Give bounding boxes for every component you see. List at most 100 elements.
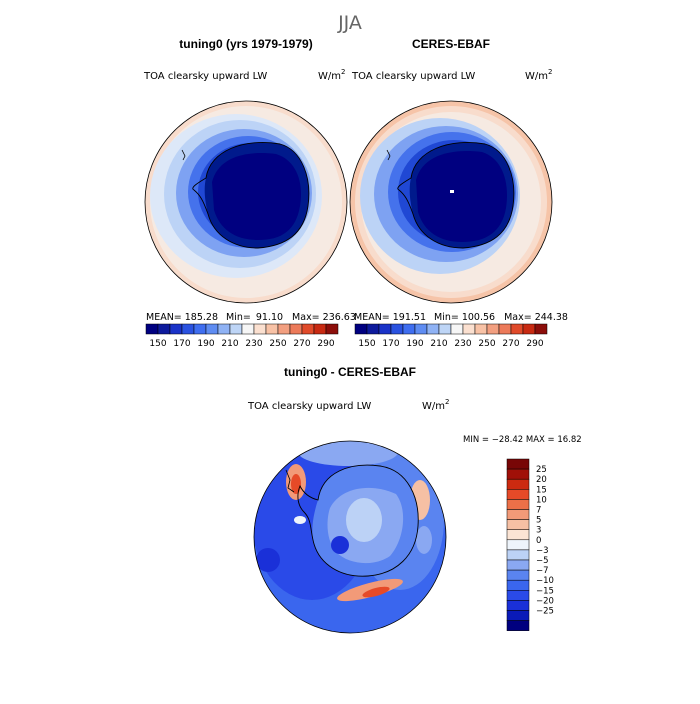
colorbar-bin	[241, 323, 255, 335]
colorbar-bin	[414, 323, 428, 335]
map-boundary	[253, 440, 447, 634]
units-exp: 2	[341, 68, 345, 76]
colorbar-bin	[450, 323, 464, 335]
panel-units: W/m2	[318, 68, 345, 82]
colorbar-bin	[313, 323, 327, 335]
colorbar-bin	[534, 323, 548, 335]
panel-units: W/m2	[525, 68, 552, 82]
panel-obs: CERES-EBAF TOA clearsky upward LW W/m2 M…	[349, 37, 568, 349]
panel-title: tuning0 (yrs 1979-1979)	[179, 37, 312, 51]
colorbar-bin	[498, 323, 512, 335]
minmax-text: MIN = −28.42 MAX = 16.82	[463, 435, 582, 445]
map-boundary	[144, 100, 348, 304]
stats-mean-label: MEAN=	[354, 312, 390, 323]
colorbar-tick-label: 25	[536, 465, 547, 475]
colorbar-bin	[390, 323, 404, 335]
colorbar-tick-label: 290	[526, 339, 543, 349]
colorbar-tick-label: −5	[536, 556, 549, 566]
colorbar-bin	[506, 549, 530, 561]
colorbar-tick-label: 0	[536, 536, 541, 546]
colorbar-tick-label: 210	[430, 339, 447, 349]
colorbar-tick-label: 170	[382, 339, 399, 349]
colorbar-bin	[426, 323, 440, 335]
panel-model: tuning0 (yrs 1979-1979) TOA clearsky upw…	[143, 37, 356, 349]
colorbar-tick-label: 230	[454, 339, 471, 349]
polar-map	[145, 101, 347, 303]
colorbar-bin	[402, 323, 416, 335]
colorbar-bin	[506, 519, 530, 530]
colorbar-bin	[506, 478, 530, 490]
colorbar-bin	[506, 529, 530, 541]
colorbar-tick-label: −15	[536, 586, 554, 596]
units-exp: 2	[445, 398, 449, 406]
colorbar-bin	[506, 539, 530, 551]
figure-title: JJA	[337, 12, 362, 34]
colorbar-bin	[486, 323, 500, 335]
colorbar-bin	[506, 600, 530, 611]
panel-subtitle: TOA clearsky upward LW	[247, 401, 371, 412]
colorbar-bin	[506, 579, 530, 591]
panel-title: CERES-EBAF	[412, 37, 490, 51]
panel-subtitle: TOA clearsky upward LW	[143, 71, 267, 82]
units-base: W/m	[422, 401, 445, 412]
colorbar-tick-label: −25	[536, 607, 554, 617]
units-base: W/m	[318, 71, 341, 82]
stats-min: 100.56	[462, 312, 495, 323]
units-exp: 2	[548, 68, 552, 76]
colorbar-bin	[301, 323, 315, 335]
colorbar-bin	[277, 323, 291, 335]
colorbar-bin	[229, 323, 243, 335]
colorbar-bin	[205, 323, 219, 335]
colorbar-bin	[506, 569, 530, 581]
stats-mean: 191.51	[393, 312, 426, 323]
colorbar-tick-label: −7	[536, 566, 549, 576]
colorbar-bin	[506, 610, 530, 621]
colorbar-bin	[169, 323, 183, 335]
colorbar-bin	[506, 590, 530, 601]
colorbar-tick-label: 250	[478, 339, 495, 349]
colorbar-tick-label: 270	[502, 339, 519, 349]
colorbar-tick-label: 7	[536, 506, 541, 516]
colorbar-tick-label: −20	[536, 596, 554, 606]
colorbar-bin	[522, 323, 536, 335]
colorbar-bin	[506, 489, 530, 500]
colorbar-tick-label: 150	[358, 339, 375, 349]
stats-mean: 185.28	[185, 312, 218, 323]
colorbar-bin	[181, 323, 195, 335]
map-boundary	[349, 100, 553, 304]
colorbar-bin	[378, 323, 392, 335]
colorbar-bin	[289, 323, 303, 335]
colorbar-bin	[506, 509, 530, 520]
colorbar-bin	[366, 323, 380, 335]
colorbar-tick-label: 230	[245, 339, 262, 349]
panel-subtitle: TOA clearsky upward LW	[351, 71, 475, 82]
units-base: W/m	[525, 71, 548, 82]
colorbar-tick-label: 5	[536, 516, 541, 526]
colorbar-bin	[325, 323, 339, 335]
colorbar-tick-label: 210	[221, 339, 238, 349]
stats-min: 91.10	[256, 312, 283, 323]
stats-max-label: Max=	[292, 312, 320, 323]
stats-max-label: Max=	[504, 312, 532, 323]
colorbar-tick-label: 190	[197, 339, 214, 349]
colorbar-tick-label: 150	[149, 339, 166, 349]
panel-units: W/m2	[422, 398, 449, 412]
colorbar-tick-label: 190	[406, 339, 423, 349]
polar-map	[350, 101, 552, 303]
colorbar-bin	[438, 323, 452, 335]
stats-line: MEAN= 185.28 Min= 91.10 Max= 236.63	[146, 312, 356, 323]
colorbar-bin	[506, 620, 530, 631]
colorbar-tick-label: 3	[536, 526, 541, 536]
colorbar-tick-label: 10	[536, 495, 547, 505]
colorbar-tick-label: 290	[317, 339, 334, 349]
stats-max: 244.38	[535, 312, 568, 323]
colorbar-bin	[157, 323, 171, 335]
colorbar-bin	[217, 323, 231, 335]
colorbar-tick-label: −3	[536, 546, 549, 556]
polar-map	[254, 441, 446, 633]
colorbar-bin	[506, 559, 530, 571]
colorbar-bin	[506, 499, 530, 510]
stats-min-label: Min=	[226, 312, 251, 323]
